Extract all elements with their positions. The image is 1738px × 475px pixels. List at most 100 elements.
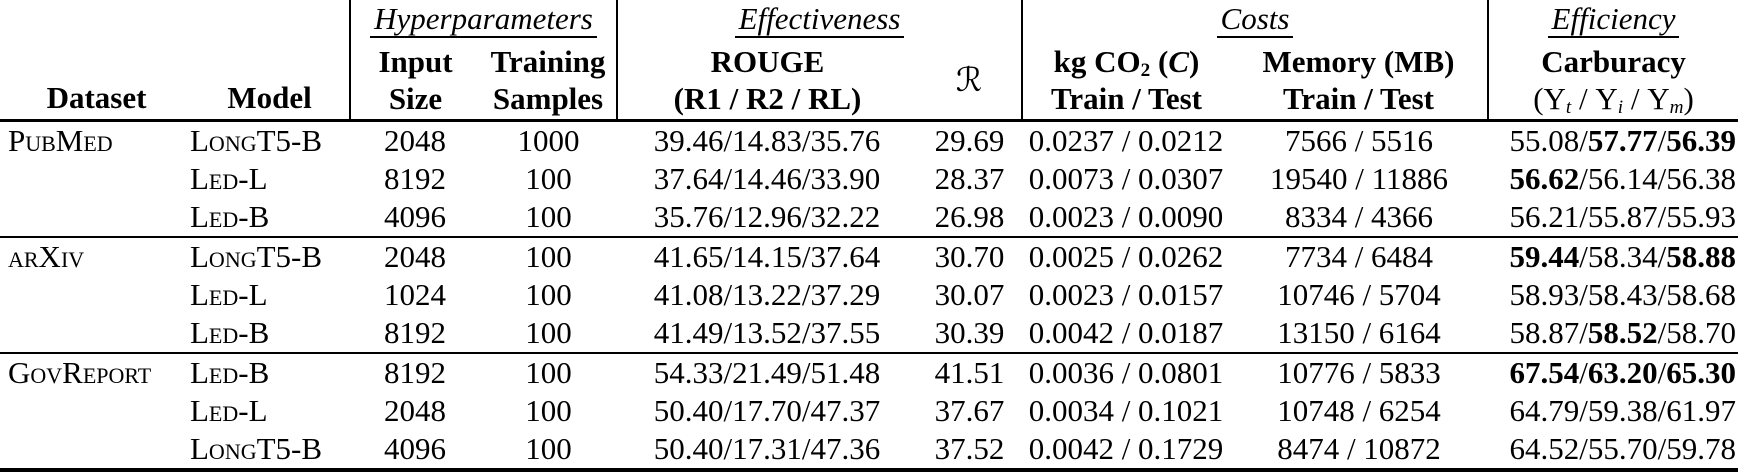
carburacy-cell: 64.52/55.70/59.78	[1488, 430, 1738, 472]
group-header-hyperparameters: Hyperparameters	[349, 0, 617, 40]
carburacy-value: 55.70	[1587, 431, 1658, 466]
upsilon-open: (Υ	[1533, 80, 1566, 116]
co2-paren-open: (	[1150, 43, 1169, 79]
column-header-input-size: Input Size	[349, 40, 480, 122]
training-samples-cell: 100	[480, 352, 617, 392]
carburacy-value: 57.77	[1587, 123, 1658, 158]
rouge-cell: 39.46/14.83/35.76	[653, 123, 881, 158]
column-header-training-samples: Training Samples	[480, 40, 617, 122]
carburacy-value: 61.97	[1666, 393, 1737, 428]
model-cell: Led-L	[190, 277, 268, 312]
carburacy-value: 56.38	[1666, 161, 1737, 196]
slash-separator: /	[1657, 393, 1667, 428]
carburacy-value: 58.88	[1666, 239, 1737, 274]
carburacy-value: 58.68	[1666, 277, 1737, 312]
r-score-cell: 29.69	[934, 123, 1005, 158]
model-cell: LongT5-B	[185, 236, 350, 276]
upsilon-close: )	[1683, 80, 1694, 116]
carburacy-cell: 58.87/58.52/58.70	[1488, 314, 1738, 353]
training-samples-cell: 100	[480, 236, 617, 276]
dataset-header-label: Dataset	[46, 80, 147, 115]
carburacy-cell: 67.54/63.20/65.30	[1488, 352, 1738, 392]
group-header-effectiveness: Effectiveness	[616, 0, 1022, 40]
training-samples-cell: 100	[525, 393, 572, 428]
carburacy-value: 59.44	[1509, 239, 1580, 274]
training-samples-line2: Samples	[492, 80, 604, 116]
mathcal-r-symbol: ℛ	[955, 59, 983, 99]
training-samples-cell: 100	[525, 277, 572, 312]
dataset-cell: PubMed	[8, 123, 113, 158]
r-score-cell: 41.51	[917, 352, 1022, 392]
memory-cell: 7566 / 5516	[1284, 123, 1434, 158]
table-row: Led-L 1024 100 41.08/13.22/37.29 30.07 0.0023…	[0, 276, 1738, 314]
rouge-cell: 50.40/17.31/47.36	[617, 430, 917, 472]
model-cell: Led-B	[190, 199, 270, 234]
slash-separator: /	[1579, 277, 1588, 312]
column-header-carburacy: Carburacy (Υt / Υi / Υm)	[1487, 40, 1738, 122]
carburacy-value: 58.52	[1587, 315, 1658, 350]
input-size-cell: 4096	[350, 430, 480, 472]
model-cell: Led-B	[190, 315, 270, 350]
upsilon-sep2: / Υ	[1623, 80, 1670, 116]
rouge-line2: (R1 / R2 / RL)	[673, 80, 862, 116]
carburacy-cell: 59.44/58.34/58.88	[1488, 236, 1738, 276]
memory-cell: 8474 / 10872	[1230, 430, 1489, 472]
co2-cell: 0.0025 / 0.0262	[1022, 236, 1230, 276]
carburacy-value: 64.52	[1509, 431, 1580, 466]
carburacy-value: 58.34	[1587, 239, 1658, 274]
column-header-model: Model	[185, 0, 350, 122]
rouge-cell: 54.33/21.49/51.48	[617, 352, 917, 392]
training-samples-cell: 1000	[517, 123, 580, 158]
r-score-cell: 30.39	[934, 315, 1005, 350]
r-score-cell: 26.98	[934, 199, 1005, 234]
training-samples-cell: 100	[525, 315, 572, 350]
slash-separator: /	[1657, 239, 1667, 274]
model-cell: LongT5-B	[185, 430, 350, 472]
input-size-cell: 8192	[384, 315, 446, 350]
column-header-rouge: ROUGE (R1 / R2 / RL)	[616, 40, 917, 122]
dataset-cell: GovReport	[0, 352, 185, 392]
carburacy-value: 64.79	[1509, 393, 1580, 428]
input-size-cell: 1024	[384, 277, 446, 312]
carburacy-value: 55.93	[1666, 199, 1737, 234]
model-header-label: Model	[227, 80, 312, 115]
upsilon-sub-t: t	[1565, 96, 1572, 118]
slash-separator: /	[1579, 431, 1588, 466]
memory-cell: 10776 / 5833	[1230, 352, 1489, 392]
r-score-cell: 30.07	[934, 277, 1005, 312]
carburacy-value: 63.20	[1587, 355, 1658, 390]
carburacy-value: 58.87	[1509, 315, 1580, 350]
carburacy-value: 58.93	[1509, 277, 1580, 312]
memory-cell: 10746 / 5704	[1277, 277, 1441, 312]
carburacy-value: 67.54	[1509, 355, 1580, 390]
carburacy-value: 56.39	[1666, 123, 1737, 158]
table-row: Led-B 4096 100 35.76/12.96/32.22 26.98 0.0023…	[0, 198, 1738, 237]
dataset-cell: arXiv	[0, 236, 185, 276]
co2-cell: 0.0073 / 0.0307	[1028, 161, 1224, 196]
co2-cell: 0.0023 / 0.0090	[1028, 199, 1224, 234]
slash-separator: /	[1579, 239, 1588, 274]
memory-cell: 10748 / 6254	[1277, 393, 1441, 428]
input-size-cell: 2048	[384, 393, 446, 428]
rouge-cell: 37.64/14.46/33.90	[653, 161, 881, 196]
carburacy-cell: 58.93/58.43/58.68	[1488, 276, 1738, 314]
training-samples-line1: Training	[490, 43, 606, 79]
memory-line2: Train / Test	[1282, 80, 1435, 116]
carburacy-value: 55.87	[1587, 199, 1658, 234]
table-row: PubMed LongT5-B 2048 1000 39.46/14.83/35.76 2…	[0, 121, 1738, 161]
group-header-costs: Costs	[1020, 0, 1489, 40]
training-samples-cell: 100	[525, 161, 572, 196]
carburacy-cell: 64.79/59.38/61.97	[1488, 392, 1738, 430]
input-size-cell: 2048	[384, 123, 446, 158]
table-row: Led-L 2048 100 50.40/17.70/47.37 37.67 0.0034…	[0, 392, 1738, 430]
training-samples-cell: 100	[525, 199, 572, 234]
rouge-cell: 50.40/17.70/47.37	[653, 393, 881, 428]
column-header-co2: kg CO2 (C) Train / Test	[1021, 40, 1230, 122]
slash-separator: /	[1579, 355, 1588, 390]
carburacy-value: 65.30	[1666, 355, 1737, 390]
rouge-line1: ROUGE	[710, 43, 825, 79]
model-cell: Led-L	[190, 161, 268, 196]
co2-cell: 0.0042 / 0.1729	[1022, 430, 1230, 472]
slash-separator: /	[1657, 355, 1667, 390]
